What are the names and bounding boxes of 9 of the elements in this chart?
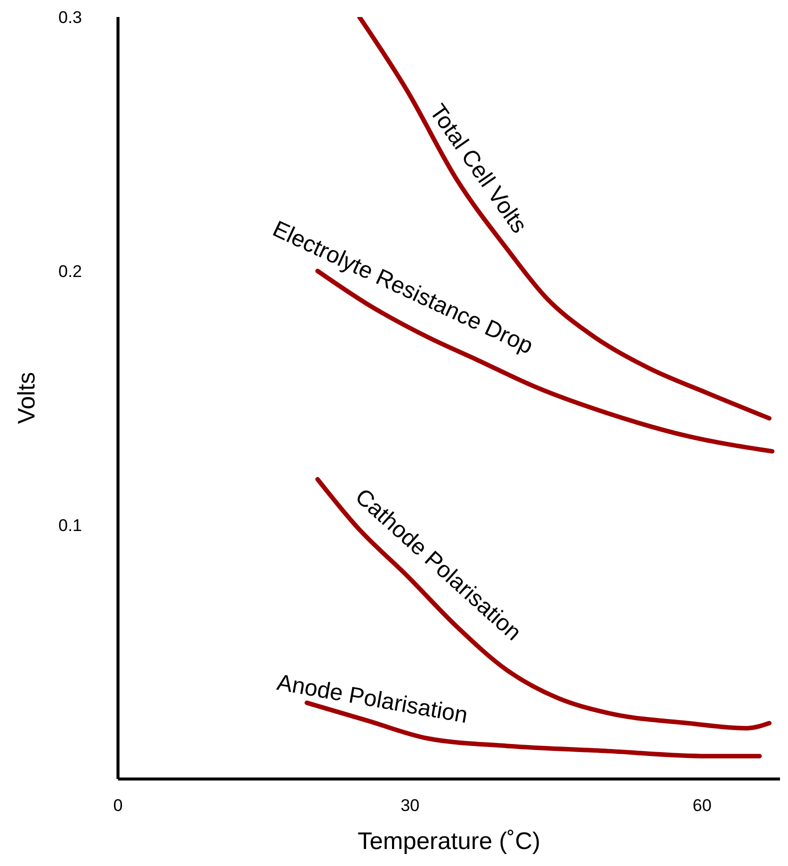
- y-tick-label: 0.2: [58, 262, 82, 282]
- x-tick-label: 60: [692, 796, 712, 816]
- x-axis-title: Temperature (˚C): [358, 828, 540, 855]
- y-tick-label: 0.3: [58, 8, 82, 28]
- x-tick-label: 30: [400, 796, 420, 816]
- text: Anode Polarisation: [275, 668, 470, 728]
- y-axis-title: Volts: [14, 372, 41, 424]
- y-tick-label: 0.1: [58, 516, 82, 536]
- x-tick-label: 0: [113, 796, 123, 816]
